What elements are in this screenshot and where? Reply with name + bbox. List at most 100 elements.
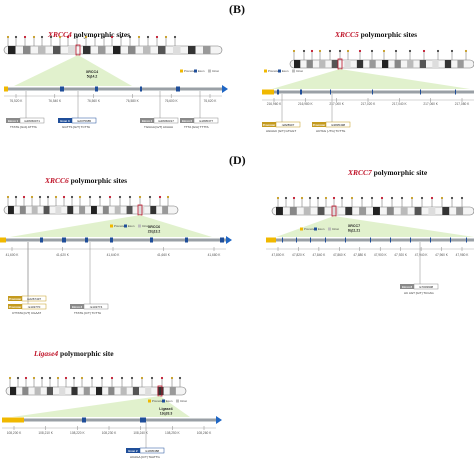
panel1-tick-label: 76,540 K — [48, 99, 62, 103]
panel1-legend-label: Exon — [198, 69, 205, 73]
panel4-pin-head — [340, 196, 344, 200]
panel1-chromosome-band — [158, 46, 166, 54]
panel4-snp-id-box — [413, 283, 439, 290]
panel4-pin-head — [332, 196, 336, 200]
panel2-exon-segment — [330, 89, 331, 95]
panel5-snp-sequence: ACAGA [C/T] TAATTG — [130, 455, 161, 459]
panel5-tick-label: 108,260 K — [197, 431, 212, 435]
xrcc4-title-suffix: polymorphic sites — [71, 30, 131, 39]
panel4-tick-label: 47,860 K — [333, 253, 347, 257]
panel4-legend-swatch — [314, 227, 317, 231]
panel4-pin-head — [276, 196, 280, 200]
panel3-snp-id: rs132770 — [28, 305, 41, 309]
panel1-snp-type: Intron 4 — [142, 119, 153, 123]
ligase4-gene-name: Ligase4 — [34, 349, 59, 358]
panel3-legend-label: Promoter — [114, 224, 126, 228]
panel5-chromosome-band — [169, 387, 176, 395]
panel1-pin-head — [58, 35, 62, 39]
panel5-pin-head — [140, 376, 144, 380]
panel1-chromosome-band — [38, 46, 46, 54]
panel3-pin-head — [54, 195, 58, 199]
panel2-chromosome-band — [407, 60, 414, 68]
panel3-chromosome-band — [31, 206, 38, 214]
panel3-exon-segment — [185, 237, 188, 243]
panel4-exon-segment — [310, 237, 311, 243]
panel4-legend-label: Intron — [332, 227, 340, 231]
panel1-pin-head — [32, 35, 36, 39]
panel5-chromosome-band — [120, 387, 127, 395]
panel5-pin-head — [24, 376, 28, 380]
panel1-pin-head — [84, 35, 88, 39]
panel4-pin-head — [440, 196, 444, 200]
panel3-pin-head — [78, 195, 82, 199]
panel4-chromosome-band — [317, 207, 325, 215]
panel1-pin-head — [6, 35, 10, 39]
panel4-pin-head — [284, 196, 288, 200]
panel5-chromosome-band — [83, 387, 90, 395]
panel1-snp-type: Exon 3 — [60, 119, 70, 123]
panel4-exon-segment — [390, 237, 391, 243]
panel1-snp-type-badge — [180, 118, 194, 123]
panel1-chromosome-band — [128, 46, 136, 54]
panel1-chromosome-band — [143, 46, 151, 54]
panel5-chromosome-band — [157, 387, 164, 395]
panel3-pin-head — [88, 195, 92, 199]
panel1-pin-head — [173, 35, 177, 39]
panel4-exon-segment — [450, 237, 451, 243]
panel2-tick-label: 216,960 K — [267, 102, 282, 106]
panel5-pin-head — [170, 376, 174, 380]
panel1-pin-head — [14, 35, 18, 39]
panel3-chromosome-band — [126, 206, 133, 214]
panel1-exon-segment — [140, 86, 142, 92]
panel3-chromosome-band — [55, 206, 62, 214]
panel1-exon-segment — [176, 86, 180, 92]
panel1-snp-type-badge — [6, 118, 20, 123]
panel1-pin-head — [40, 35, 44, 39]
panel3-pin-head — [128, 195, 132, 199]
panel3-snp-sequence: TTATG [C/T] TCTTA — [74, 311, 101, 315]
panel4-tick-label: 47,980 K — [456, 253, 470, 257]
panel3-chromosome-band — [162, 206, 169, 214]
xrcc5-title-suffix: polymorphic sites — [358, 30, 418, 39]
panel2-chromosome-band — [382, 60, 389, 68]
panel5-pin-head — [130, 376, 134, 380]
panel4-pin-head — [430, 196, 434, 200]
panel4-pin-head — [390, 196, 394, 200]
panel2-chromosome-band — [419, 60, 426, 68]
panel5-promoter-segment — [2, 417, 24, 423]
panel1-tick-label: 76,580 K — [126, 99, 140, 103]
panel3-pin-head — [30, 195, 34, 199]
panel1-snp-type-badge — [58, 118, 72, 123]
panel4-tick-label: 47,800 K — [272, 253, 286, 257]
panel1-band-sub: 5q14.2 — [87, 75, 98, 79]
panel5-legend-swatch — [176, 399, 179, 403]
panel4-pin-head — [324, 196, 328, 200]
xrcc4-gene-name: XRCC4 — [48, 30, 72, 39]
panel4-pin-head — [370, 196, 374, 200]
panel5-chromosome-band — [132, 387, 139, 395]
panel1-legend-swatch — [180, 69, 183, 73]
panel4-chromosome-band — [373, 207, 380, 215]
panel1-tick-label: 76,520 K — [10, 99, 24, 103]
panel2-pin-head — [338, 49, 342, 53]
panel5-pin-head — [160, 376, 164, 380]
panel3-pin-head — [138, 195, 142, 199]
panel4-chromosome-band — [428, 207, 436, 215]
panel2-legend-swatch — [264, 69, 267, 73]
panel2-snp-type: Promoter — [263, 123, 276, 127]
panel4-exon-segment — [325, 237, 326, 243]
panel2-chromosome-band — [319, 60, 326, 68]
panel5-chromosome-band — [96, 387, 103, 395]
panel1-pin-head — [75, 35, 79, 39]
panel4-pin-head — [350, 196, 354, 200]
panel2-chromosome-band — [356, 60, 364, 68]
panel4-pin-head — [308, 196, 312, 200]
panel1-legend-swatch — [194, 69, 197, 73]
panel3-pin-head — [22, 195, 26, 199]
panel3-band-sub: 22q13.2 — [148, 230, 161, 234]
panel3-legend-swatch — [138, 224, 141, 228]
panel5-snp-type-badge — [126, 448, 140, 453]
xrcc4-title: XRCC4 polymorphic sites — [48, 30, 130, 39]
panel2-exon-segment — [300, 89, 302, 95]
panel4-pin-head — [410, 196, 414, 200]
